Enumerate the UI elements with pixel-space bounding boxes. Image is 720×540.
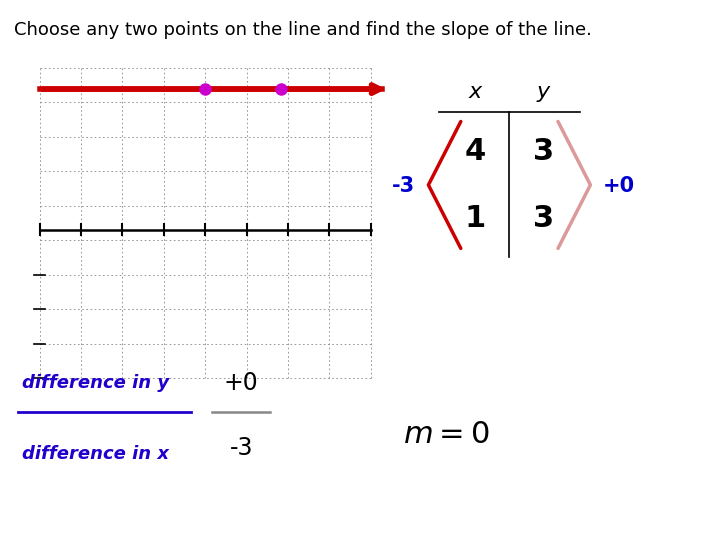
Text: 4: 4 xyxy=(464,137,486,166)
Text: 3: 3 xyxy=(533,204,554,233)
Text: difference in x: difference in x xyxy=(22,444,168,463)
Text: +0: +0 xyxy=(603,176,635,197)
Text: -3: -3 xyxy=(230,436,253,460)
Text: x: x xyxy=(469,82,482,102)
Text: 1: 1 xyxy=(464,204,486,233)
Text: $m = 0$: $m = 0$ xyxy=(403,420,490,449)
Text: +0: +0 xyxy=(224,372,258,395)
Text: 3: 3 xyxy=(533,137,554,166)
Text: -3: -3 xyxy=(392,176,415,197)
Text: difference in y: difference in y xyxy=(22,374,168,393)
Text: Choose any two points on the line and find the slope of the line.: Choose any two points on the line and fi… xyxy=(14,21,593,39)
Text: y: y xyxy=(537,82,550,102)
